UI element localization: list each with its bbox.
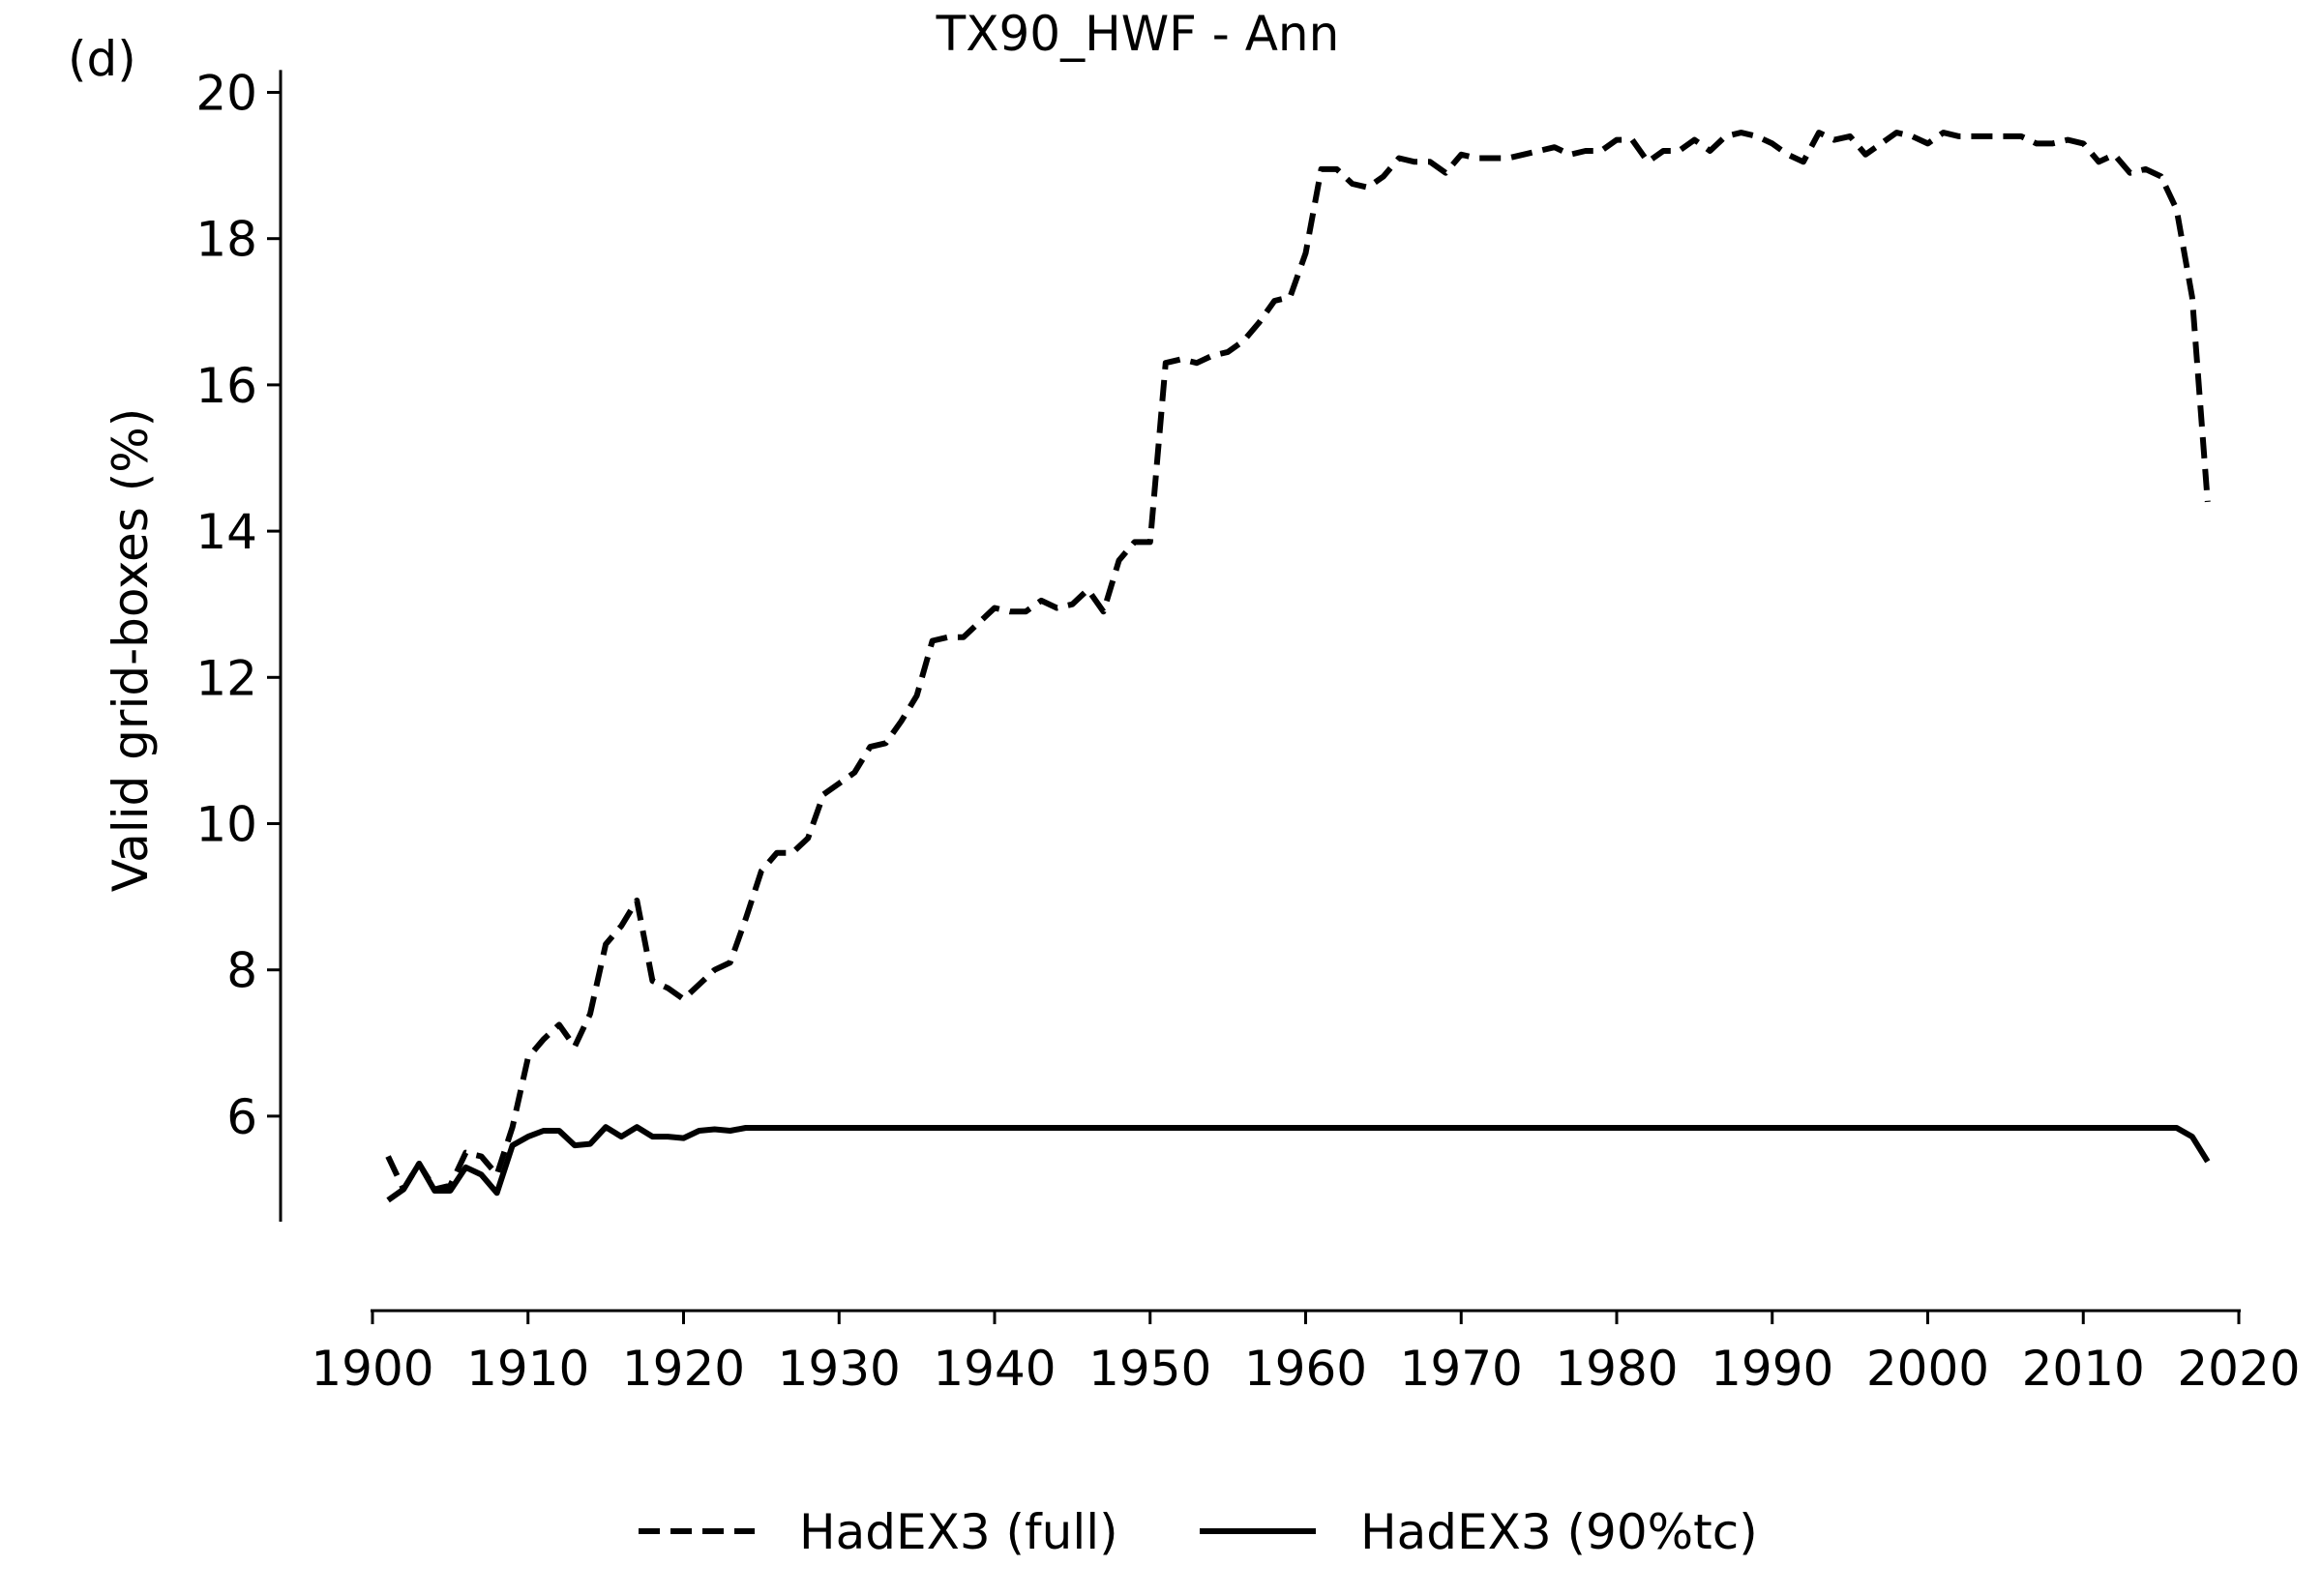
y-tick-label: 6: [226, 1089, 257, 1145]
x-tick-label: 1950: [1088, 1341, 1211, 1397]
y-tick-label: 18: [195, 212, 257, 268]
x-tick-label: 1910: [466, 1341, 589, 1397]
y-tick-label: 14: [195, 504, 257, 560]
y-axis-label: Valid grid-boxes (%): [103, 408, 159, 892]
x-tick-label: 1900: [311, 1341, 433, 1397]
y-tick-label: 20: [195, 66, 257, 122]
x-tick-label: 1960: [1244, 1341, 1367, 1397]
chart-title: TX90_HWF - Ann: [936, 6, 1340, 62]
x-tick-label: 1940: [933, 1341, 1056, 1397]
series-layer: [385, 130, 2211, 1203]
x-tick-label: 1990: [1711, 1341, 1833, 1397]
series-line-1: [385, 130, 2211, 1193]
panel-label: (d): [68, 31, 136, 87]
x-axis: 1900 1910 1920 1930 1940 1950 1960 1970 1980 1990…: [311, 1309, 2301, 1397]
series-line-2: [386, 1124, 2211, 1203]
y-tick-label: 8: [226, 943, 257, 999]
x-tick-label: 2000: [1866, 1341, 1989, 1397]
y-axis: 6 8 10 12 14 16 18 20: [195, 66, 283, 1222]
y-tick-label: 16: [195, 358, 257, 414]
x-tick-label: 1970: [1400, 1341, 1523, 1397]
x-tick-label: 1930: [778, 1341, 901, 1397]
y-tick-label: 12: [195, 650, 257, 706]
y-tick-label: 10: [195, 797, 257, 853]
legend-label-2: HadEX3 (90%tc): [1360, 1504, 1758, 1560]
x-tick-label: 1920: [622, 1341, 745, 1397]
legend: HadEX3 (full) HadEX3 (90%tc): [639, 1504, 1758, 1560]
legend-label-1: HadEX3 (full): [799, 1504, 1118, 1560]
x-tick-label: 1980: [1555, 1341, 1678, 1397]
x-tick-label: 2020: [2177, 1341, 2300, 1397]
x-tick-label: 2010: [2022, 1341, 2145, 1397]
